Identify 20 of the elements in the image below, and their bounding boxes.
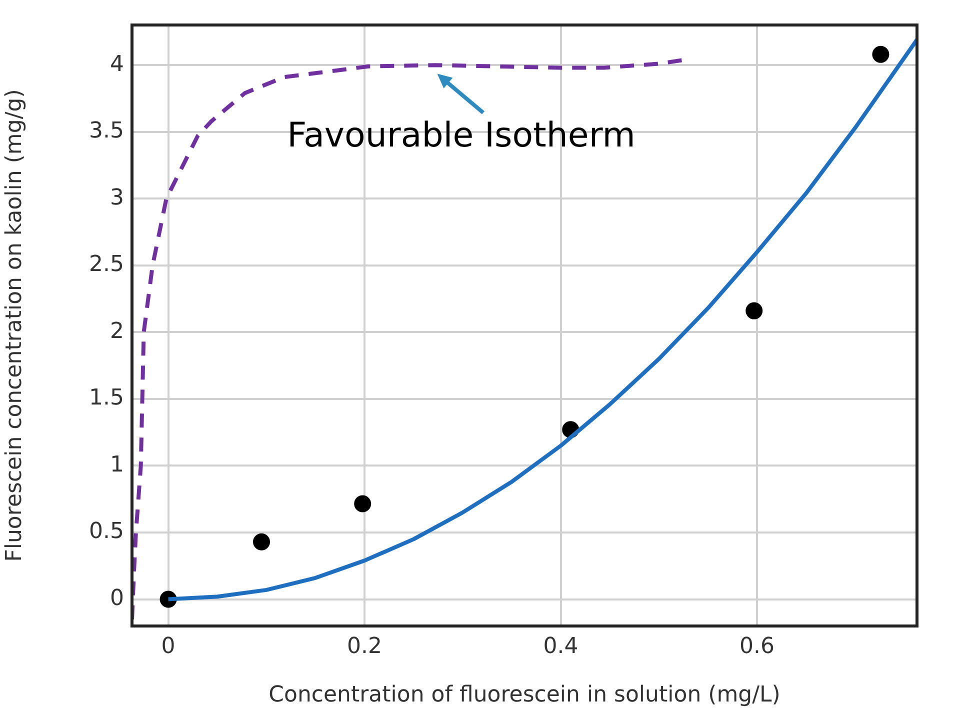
y-tick-label: 0 (110, 586, 124, 612)
x-axis-title: Concentration of fluorescein in solution (mg/L) (268, 682, 780, 708)
y-axis-title: Fluorescein concentration on kaolin (mg/g) (2, 89, 27, 562)
x-tick-label: 0 (161, 634, 176, 659)
x-tick-label: 0.4 (543, 634, 578, 659)
y-tick-label: 1 (110, 452, 124, 478)
x-tick-label: 0.2 (347, 634, 382, 659)
y-tick-label: 0.5 (89, 519, 124, 544)
y-tick-label: 2 (110, 318, 124, 344)
y-tick-label: 2.5 (89, 252, 124, 278)
y-tick-label: 3.5 (89, 118, 124, 144)
point (872, 46, 890, 63)
annotation: Favourable Isotherm (287, 116, 636, 156)
x-tick-label: 0.6 (740, 634, 775, 659)
y-tick-label: 4 (110, 52, 124, 77)
point (253, 533, 270, 550)
point (354, 495, 372, 512)
y-tick-label: 1.5 (89, 386, 124, 411)
point (746, 302, 763, 320)
y-tick-label: 3 (110, 185, 124, 210)
